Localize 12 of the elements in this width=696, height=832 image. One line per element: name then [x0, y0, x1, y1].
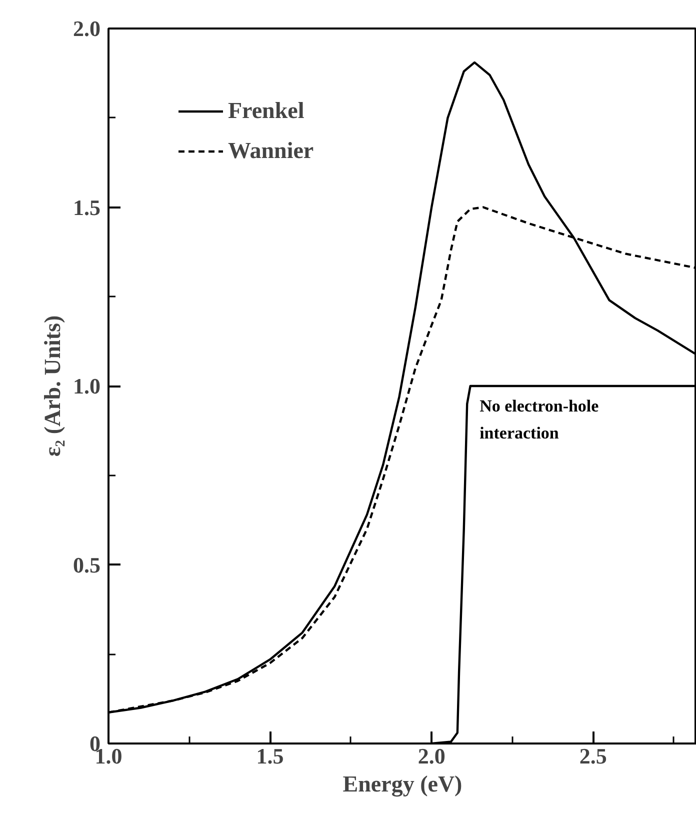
- legend-label: Wannier: [228, 138, 314, 164]
- y-tick-label: 1.0: [73, 374, 100, 398]
- x-tick-label: 2.0: [418, 744, 446, 768]
- annotation: No electron-hole interaction: [480, 396, 600, 442]
- y-tick-label: 0.5: [73, 552, 100, 578]
- legend-label: Frenkel: [228, 98, 304, 124]
- x-tick-label: 2.5: [579, 744, 607, 768]
- y-tick-label: 2.0: [73, 16, 100, 41]
- x-tick-label: 1.5: [256, 744, 284, 768]
- y-tick-label: 1.5: [73, 194, 100, 220]
- y-axis-title: ε₂ (Arb. Units): [40, 315, 65, 457]
- x-axis-title: Energy (eV): [342, 772, 462, 798]
